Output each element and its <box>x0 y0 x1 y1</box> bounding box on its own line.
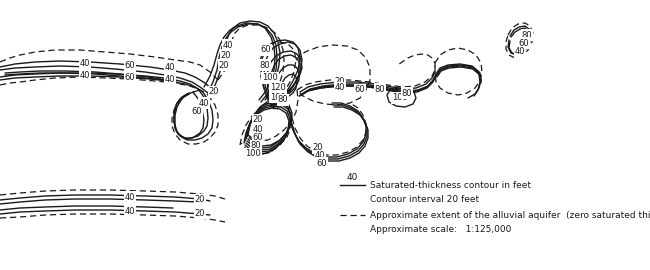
Text: 80: 80 <box>251 141 261 150</box>
Text: 40: 40 <box>164 76 176 85</box>
Text: 60: 60 <box>125 62 135 70</box>
Text: 20: 20 <box>221 50 231 59</box>
Text: 20: 20 <box>219 60 229 69</box>
Text: 80: 80 <box>522 31 532 39</box>
Text: 40: 40 <box>80 59 90 68</box>
Text: 80: 80 <box>402 89 412 97</box>
Text: 40: 40 <box>80 72 90 80</box>
Text: 60: 60 <box>192 107 202 116</box>
Text: 60: 60 <box>519 39 529 48</box>
Text: 40: 40 <box>164 62 176 72</box>
Text: 80: 80 <box>278 96 289 104</box>
Text: 60: 60 <box>261 46 271 55</box>
Text: Approximate scale:   1:125,000: Approximate scale: 1:125,000 <box>370 225 512 235</box>
Text: 20: 20 <box>335 77 345 86</box>
Text: 120: 120 <box>270 83 286 93</box>
Text: 40: 40 <box>125 207 135 215</box>
Text: 60: 60 <box>125 73 135 83</box>
Text: 40: 40 <box>335 83 345 93</box>
Text: 80: 80 <box>260 60 270 69</box>
Text: 100: 100 <box>245 150 261 158</box>
Text: 60: 60 <box>355 86 365 94</box>
Text: 80: 80 <box>374 85 385 93</box>
Text: 40: 40 <box>346 173 358 182</box>
Text: 60: 60 <box>253 133 263 143</box>
Text: 40: 40 <box>125 193 135 201</box>
Text: 40: 40 <box>223 40 233 49</box>
Text: Saturated-thickness contour in feet: Saturated-thickness contour in feet <box>370 181 531 190</box>
Text: 20: 20 <box>253 116 263 124</box>
Text: 20: 20 <box>313 143 323 153</box>
Text: Approximate extent of the alluvial aquifer  (zero saturated thickness outline): Approximate extent of the alluvial aquif… <box>370 211 650 220</box>
Text: 100: 100 <box>392 93 408 103</box>
Text: 20: 20 <box>195 208 205 218</box>
Text: 40: 40 <box>315 151 325 160</box>
Text: Contour interval 20 feet: Contour interval 20 feet <box>370 195 479 204</box>
Text: 60: 60 <box>317 158 328 167</box>
Text: 100: 100 <box>262 73 278 83</box>
Text: 20: 20 <box>209 87 219 96</box>
Text: 40: 40 <box>253 126 263 134</box>
Text: 20: 20 <box>195 195 205 204</box>
Text: 40: 40 <box>199 99 209 107</box>
Text: 100: 100 <box>270 93 286 102</box>
Text: 40: 40 <box>515 48 525 56</box>
